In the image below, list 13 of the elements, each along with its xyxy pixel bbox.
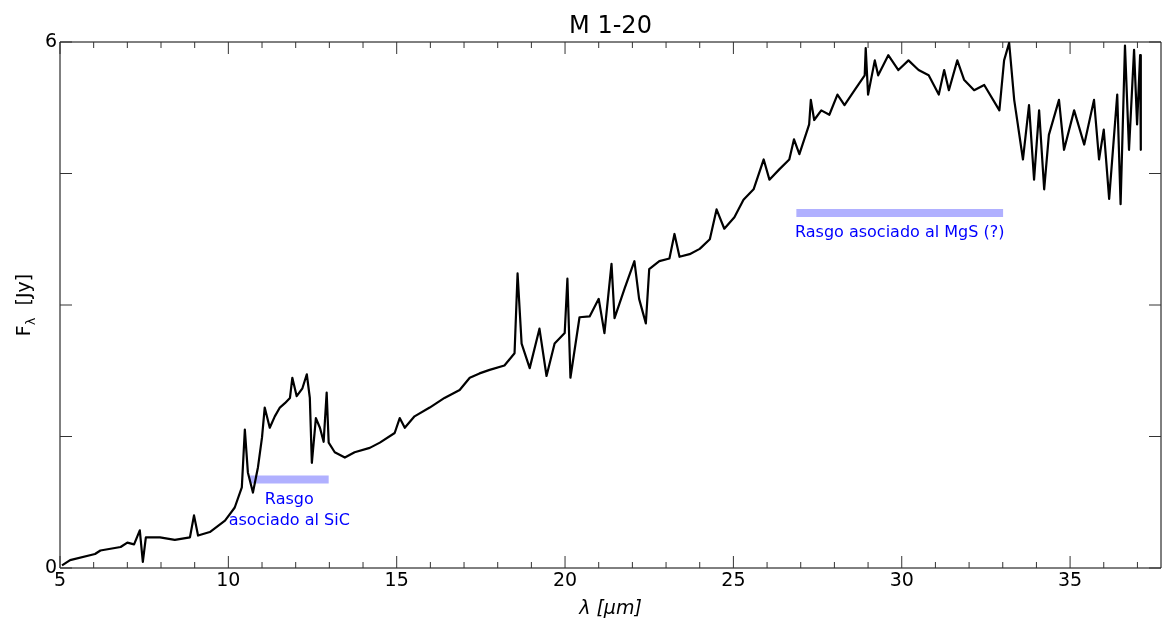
x-tick-label: 20 bbox=[552, 568, 578, 591]
annotation: Rasgo asociado al SiC bbox=[228, 488, 350, 529]
x-tick-label: 15 bbox=[384, 568, 409, 591]
x-axis-title: λ [μm] bbox=[578, 596, 642, 619]
y-axis-title: Fλ [Jy] bbox=[12, 273, 38, 337]
y-tick-label: 6 bbox=[44, 28, 57, 51]
x-tick-label: 35 bbox=[1058, 568, 1083, 591]
x-tick-label: 25 bbox=[721, 568, 746, 591]
x-tick-label: 30 bbox=[889, 568, 914, 591]
annotation: Rasgo asociado al MgS (?) bbox=[794, 222, 1005, 242]
x-tick-label: 10 bbox=[216, 568, 241, 591]
chart-title: M 1-20 bbox=[569, 11, 652, 40]
y-tick-label: 0 bbox=[44, 554, 57, 577]
